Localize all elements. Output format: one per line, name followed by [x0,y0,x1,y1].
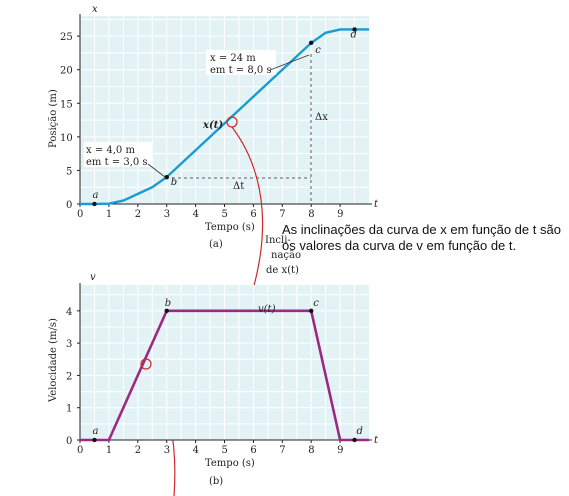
position-curve [80,28,369,206]
x-tick-label: 0 [77,209,83,220]
x-tick-label: 3 [164,445,170,456]
y-tick-label: 0 [66,436,72,447]
x-tick-label: 7 [279,445,285,456]
tangent-circle-velocity [140,358,152,370]
y-tick-label: 4 [66,307,72,318]
b-annotation-leader [147,163,166,178]
point-a [92,201,97,207]
velocity-curve-label: v(t) [258,304,276,315]
point-label-c: c [315,45,321,56]
point-label-d: d [351,29,357,40]
position-points: a b c d [92,27,357,207]
b-annotation-line1: x = 4,0 m [86,145,135,156]
position-grid [80,16,369,204]
point-label-a: a [92,190,98,201]
y-tick-label: 25 [60,32,73,43]
point-d [352,437,357,443]
point-label-c: c [313,298,319,309]
x-tick-label: 7 [279,209,285,220]
slope-label-line3: de x(t) [266,265,299,276]
x-tick-label: 2 [135,445,141,456]
point-b [164,174,169,180]
slope-callout: As inclinações da curva de x em função d… [282,222,562,254]
velocity-chart: 0 1 2 3 4 5 6 7 8 9 0 1 2 3 4 v t Tempo (s) (b) Veloci… [48,272,379,487]
position-tick-labels: 0 1 2 3 4 5 6 7 8 9 0 5 10 15 20 25 [60,32,343,220]
position-panel-label: (a) [209,239,223,250]
y-tick-label: 10 [60,133,73,144]
point-label-b: b [165,298,171,309]
point-d [352,27,357,32]
x-tick-label: 5 [222,445,228,456]
y-tick-label: 0 [66,200,72,211]
x-tick-label: 1 [106,209,112,220]
y-tick-label: 20 [60,66,73,77]
x-tick-label: 4 [193,209,199,220]
y-tick-label: 15 [60,99,73,110]
position-x-axis-label: Tempo (s) [205,222,255,233]
velocity-x-axis-label: Tempo (s) [205,458,255,469]
c-annotation-line2: em t = 8,0 s [210,65,272,76]
position-chart: 0 1 2 3 4 5 6 7 8 9 0 5 10 15 20 25 x t Tempo (s) (a) P… [48,4,379,250]
x-tick-label: 0 [77,445,83,456]
y-tick-label: 1 [66,404,72,415]
velocity-tick-labels: 0 1 2 3 4 5 6 7 8 9 0 1 2 3 4 [66,307,343,456]
velocity-curve [80,309,369,442]
x-tick-label: 5 [222,209,228,220]
point-c [309,40,314,46]
point-label-d: d [357,426,363,437]
slope-label-line1: Incli- [265,235,291,246]
position-y-axis-symbol: x [92,4,98,15]
position-y-axis-label: Posição (m) [48,89,59,148]
position-x-axis-symbol: t [374,199,379,210]
velocity-points: a b c d [92,298,363,443]
delta-x-label: Δx [315,112,328,123]
point-label-a: a [92,426,98,437]
x-tick-label: 9 [337,209,343,220]
position-curve-label: x(t) [202,120,223,131]
x-tick-label: 1 [106,445,112,456]
y-tick-label: 5 [66,166,72,177]
x-tick-label: 2 [135,209,141,220]
c-annotation-leader [269,54,310,71]
x-tick-label: 6 [250,209,256,220]
x-tick-label: 8 [308,445,314,456]
velocity-y-axis-symbol: v [90,272,96,283]
y-tick-label: 3 [66,339,72,350]
b-annotation-box [84,142,152,167]
x-tick-label: 4 [193,445,199,456]
x-tick-label: 3 [164,209,170,220]
point-label-b: b [171,177,177,188]
point-c [309,308,314,314]
velocity-panel-label: (b) [209,476,223,487]
x-tick-label: 6 [250,445,256,456]
velocity-y-axis-label: Velocidade (m/s) [48,318,59,403]
callout-text: As inclinações da curva de x em função d… [282,222,561,253]
b-annotation-line2: em t = 3,0 s [86,157,148,168]
x-tick-label: 8 [308,209,314,220]
slope-label-line2: nação [271,250,301,261]
velocity-grid [80,285,369,440]
c-annotation-line1: x = 24 m [210,53,256,64]
delta-t-label: Δt [233,181,244,192]
x-tick-label: 9 [337,445,343,456]
y-tick-label: 2 [66,371,72,382]
c-annotation-box [206,50,276,75]
velocity-x-axis-symbol: t [374,435,379,446]
point-b [164,308,169,314]
point-a [92,437,97,443]
